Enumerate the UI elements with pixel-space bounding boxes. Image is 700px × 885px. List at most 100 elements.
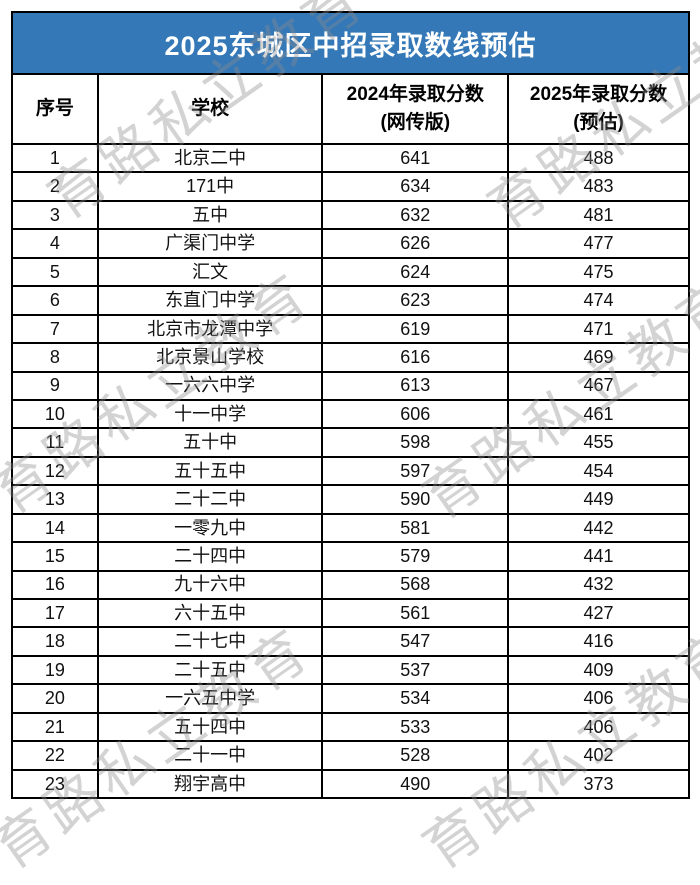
header-seq: 序号 — [13, 75, 99, 143]
cell-score-2024: 561 — [323, 600, 510, 627]
header-seq-label: 序号 — [35, 98, 74, 120]
cell-seq: 7 — [13, 315, 99, 343]
table-row: 1 北京二中 641 488 — [13, 145, 688, 172]
cell-score-2024: 568 — [323, 571, 510, 598]
cell-score-2024: 606 — [323, 400, 510, 428]
table-row: 3 五中 632 481 — [13, 199, 688, 229]
cell-school: 171中 — [99, 173, 324, 200]
table-title: 2025东城区中招录取数线预估 — [164, 30, 537, 61]
cell-seq: 13 — [13, 486, 99, 513]
header-score-2024: 2024年录取分数 (网传版) — [323, 75, 510, 143]
cell-score-2024: 641 — [323, 145, 510, 172]
table-row: 21 五十四中 533 406 — [13, 711, 688, 741]
cell-score-2025: 449 — [583, 489, 614, 510]
table-row: 13 二十二中 590 449 — [13, 484, 688, 513]
cell-score-2025: 406 — [583, 716, 614, 737]
cell-score-2024: 624 — [323, 258, 510, 286]
table-row: 23 翔宇高中 490 373 — [13, 768, 688, 798]
cell-seq: 12 — [13, 457, 99, 485]
table-row: 2 171中 634 483 — [13, 171, 688, 200]
cell-seq: 20 — [13, 685, 99, 712]
cell-score-2024: 579 — [323, 543, 510, 570]
cell-school: 汇文 — [99, 258, 324, 286]
cell-school: 五十五中 — [99, 457, 324, 485]
cell-score-2024: 528 — [323, 742, 510, 769]
header-score-2024-label: 2024年录取分数 — [346, 84, 484, 106]
cell-score-2024: 616 — [323, 344, 510, 371]
cell-school: 十一中学 — [99, 400, 324, 428]
cell-seq: 23 — [13, 770, 99, 798]
cell-school: 北京二中 — [99, 145, 324, 172]
cell-score-2025: 477 — [583, 233, 614, 254]
cell-school: 一六五中学 — [99, 685, 324, 712]
table-row: 19 二十五中 537 409 — [13, 654, 688, 684]
cell-score-2025: 402 — [583, 745, 614, 766]
header-score-2024-sub: (网传版) — [380, 112, 451, 133]
cell-score-2025: 406 — [583, 688, 614, 709]
cell-seq: 17 — [13, 600, 99, 627]
table-row: 9 一六六中学 613 467 — [13, 370, 688, 399]
cell-seq: 6 — [13, 287, 99, 314]
cell-score-2025: 455 — [583, 432, 614, 453]
cell-score-2025: 469 — [583, 346, 614, 367]
cell-seq: 9 — [13, 372, 99, 399]
cell-score-2025: 471 — [583, 318, 614, 339]
cell-score-2024: 619 — [323, 315, 510, 343]
cell-score-2025: 409 — [583, 659, 614, 680]
table-row: 6 东直门中学 623 474 — [13, 285, 688, 314]
cell-score-2024: 547 — [323, 628, 510, 655]
table-row: 12 五十五中 597 454 — [13, 455, 688, 485]
cell-school: 二十四中 — [99, 543, 324, 570]
cell-score-2024: 537 — [323, 656, 510, 684]
table-row: 4 广渠门中学 626 477 — [13, 228, 688, 257]
table-row: 10 十一中学 606 461 — [13, 398, 688, 428]
cell-score-2024: 632 — [323, 201, 510, 229]
cell-score-2025: 474 — [583, 290, 614, 311]
cell-score-2024: 634 — [323, 173, 510, 200]
cell-seq: 8 — [13, 344, 99, 371]
cell-seq: 22 — [13, 742, 99, 769]
cell-seq: 19 — [13, 656, 99, 684]
cell-seq: 11 — [13, 429, 99, 456]
cell-score-2024: 626 — [323, 230, 510, 257]
table-title-bar: 2025东城区中招录取数线预估 — [13, 13, 688, 75]
table-row: 20 一六五中学 534 406 — [13, 683, 688, 712]
table-row: 8 北京景山学校 616 469 — [13, 342, 688, 371]
header-school-label: 学校 — [191, 98, 230, 120]
cell-score-2025: 454 — [583, 460, 614, 481]
cell-score-2025: 416 — [583, 631, 614, 652]
table-row: 15 二十四中 579 441 — [13, 541, 688, 570]
table-row: 7 北京市龙潭中学 619 471 — [13, 313, 688, 343]
cell-school: 一零九中 — [99, 514, 324, 542]
table-row: 18 二十七中 547 416 — [13, 626, 688, 655]
table-row: 22 二十一中 528 402 — [13, 740, 688, 769]
cell-score-2025: 481 — [583, 204, 614, 225]
cell-seq: 21 — [13, 713, 99, 741]
cell-school: 五中 — [99, 201, 324, 229]
cell-seq: 5 — [13, 258, 99, 286]
cell-seq: 3 — [13, 201, 99, 229]
header-school: 学校 — [99, 75, 324, 143]
cell-score-2025: 442 — [583, 517, 614, 538]
cell-score-2025: 475 — [583, 261, 614, 282]
cell-school: 五十四中 — [99, 713, 324, 741]
header-score-2025-label: 2025年录取分数 — [529, 84, 668, 106]
cell-score-2024: 581 — [323, 514, 510, 542]
cell-score-2025: 441 — [583, 546, 614, 566]
cell-score-2024: 533 — [323, 713, 510, 741]
cell-seq: 10 — [13, 400, 99, 428]
cell-school: 东直门中学 — [99, 287, 324, 314]
table-row: 11 五十中 598 455 — [13, 427, 688, 456]
table-header-row: 序号 学校 2024年录取分数 (网传版) 2025年录取分数 (预估) — [13, 75, 688, 145]
cell-seq: 16 — [13, 571, 99, 598]
cell-score-2024: 613 — [323, 372, 510, 399]
cell-score-2025: 461 — [583, 403, 614, 424]
cell-score-2025: 427 — [583, 602, 614, 623]
admission-score-table: 2025东城区中招录取数线预估 序号 学校 2024年录取分数 (网传版) 20… — [11, 11, 690, 799]
cell-seq: 15 — [13, 543, 99, 570]
cell-score-2024: 490 — [323, 770, 510, 798]
cell-score-2024: 623 — [323, 287, 510, 314]
cell-school: 北京市龙潭中学 — [99, 315, 324, 343]
cell-score-2024: 534 — [323, 685, 510, 712]
